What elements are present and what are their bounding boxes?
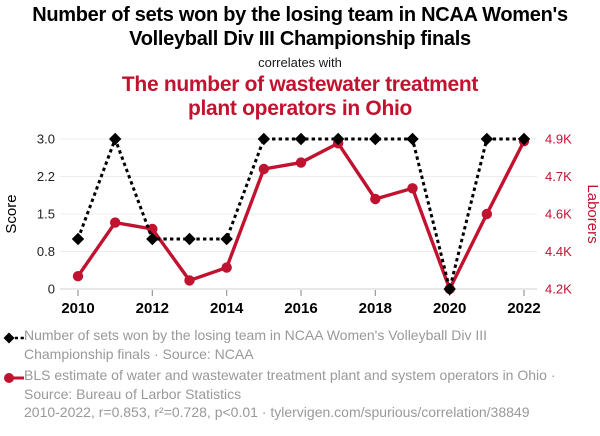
right-axis-title: Laborers [584, 184, 600, 243]
left-axis-tick-label: 1.5 [37, 207, 55, 222]
black-series-point [517, 132, 531, 146]
x-axis-tick-label: 2014 [210, 300, 244, 317]
secondary-title: The number of wastewater treatment plant… [0, 73, 600, 121]
dual-axis-line-chart: 0 4.2K 0.8 4.4K 1.5 4.6K 2.2 4.7K 3.0 4.9K 2010 201… [3, 132, 600, 318]
page-title: Number of sets won by the losing team in… [0, 3, 600, 51]
red-series-point [295, 157, 307, 168]
black-series-point [71, 232, 85, 246]
right-axis-tick-label: 4.2K [545, 282, 572, 297]
page-title-line2: Volleyball Div III Championship finals [129, 28, 471, 50]
black-series-point [183, 232, 196, 246]
legend-item-sets-won-label: Number of sets won by the losing team in… [24, 327, 488, 362]
legend-item-laborers: BLS estimate of water and wastewater tre… [24, 366, 574, 403]
legend-item-laborers-label: BLS estimate of water and wastewater tre… [24, 367, 556, 402]
correlates-with-label: correlates with [258, 55, 342, 70]
x-axis-tick-label: 2016 [284, 300, 317, 317]
red-series-point [481, 208, 493, 220]
secondary-title-line1: The number of wastewater treatment [121, 73, 479, 96]
black-series-point [331, 132, 345, 146]
left-axis-tick-label: 0.8 [37, 244, 55, 259]
red-series-point [109, 217, 121, 228]
black-series-point [257, 132, 271, 146]
black-series-point [220, 232, 233, 246]
left-axis-tick-label: 2.2 [37, 169, 55, 184]
black-dashed-diamond-legend-icon [3, 332, 24, 344]
right-axis-tick-label: 4.4K [545, 244, 572, 259]
right-axis-tick-label: 4.6K [545, 207, 572, 222]
red-series-point [407, 183, 418, 194]
black-series-point [443, 282, 456, 296]
black-series-point [480, 132, 494, 146]
x-axis-tick-label: 2018 [359, 300, 392, 317]
black-series-point [406, 132, 419, 146]
red-series-point [72, 270, 84, 282]
red-line-circle-legend-icon [4, 373, 24, 383]
left-axis-tick-label: 0 [48, 282, 55, 297]
page-title-line1: Number of sets won by the losing team in… [32, 4, 568, 26]
x-axis-tick-label: 2012 [136, 300, 169, 317]
x-axis-tick-label: 2010 [61, 300, 94, 317]
red-series-point [258, 163, 270, 175]
black-series-point [294, 132, 308, 146]
red-series-point [370, 193, 381, 205]
stats-footer: 2010-2022, r=0.853, r²=0.728, p<0.01 · t… [24, 404, 530, 420]
black-series-point [146, 232, 159, 246]
black-series-point [369, 132, 382, 146]
left-axis-tick-label: 3.0 [37, 132, 55, 147]
red-series-point [184, 275, 195, 286]
left-axis-title: Score [3, 194, 20, 233]
red-series-point [221, 262, 232, 273]
secondary-title-line2: plant operators in Ohio [187, 97, 413, 120]
right-axis-tick-label: 4.7K [545, 169, 572, 184]
right-axis-tick-label: 4.9K [545, 132, 572, 147]
black-series-point [108, 132, 122, 146]
legend-item-sets-won: Number of sets won by the losing team in… [24, 326, 574, 363]
x-axis-tick-label: 2020 [433, 300, 466, 317]
x-axis-tick-label: 2022 [507, 300, 540, 317]
